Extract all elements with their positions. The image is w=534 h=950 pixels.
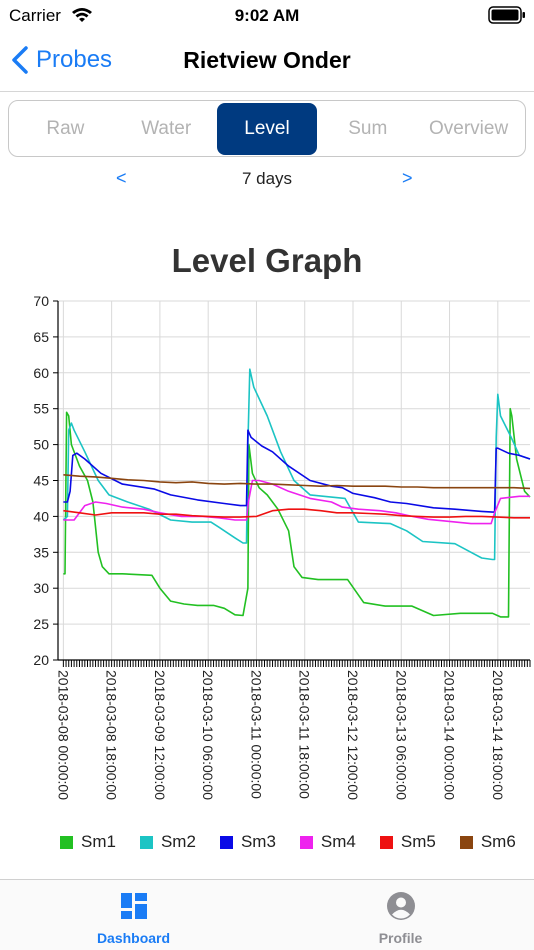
- tab-bar: Dashboard Profile: [0, 879, 534, 950]
- x-tick-label: 2018-03-14 18:00:00: [490, 670, 506, 800]
- x-tick-label: 2018-03-08 18:00:00: [104, 670, 120, 800]
- segment-sum[interactable]: Sum: [348, 117, 388, 139]
- y-tick-label: 20: [33, 652, 49, 668]
- segment-raw[interactable]: Raw: [46, 117, 85, 139]
- legend-item-sm5: Sm5: [379, 832, 436, 852]
- profile-icon: [386, 892, 415, 920]
- legend-swatch: [459, 835, 473, 849]
- status-time: 9:02 AM: [234, 6, 300, 25]
- y-tick-label: 65: [33, 329, 49, 345]
- series-line-sm6: [63, 474, 531, 490]
- navigation-bar: Probes Rietview Onder: [0, 32, 534, 92]
- legend-item-sm1: Sm1: [60, 832, 116, 852]
- carrier-label: Carrier: [9, 6, 61, 25]
- x-tick-label: 2018-03-12 12:00:00: [345, 670, 361, 800]
- legend-item-sm3: Sm3: [219, 832, 276, 852]
- series-line-sm2: [62, 368, 531, 561]
- x-tick-label: 2018-03-11 18:00:00: [297, 670, 313, 799]
- series-line-sm5: [63, 508, 530, 519]
- series-line-sm4: [63, 479, 530, 525]
- y-tick-label: 60: [33, 365, 49, 381]
- legend-label: Sm2: [160, 832, 196, 851]
- legend-item-sm4: Sm4: [299, 832, 356, 852]
- chart-title: Level Graph: [171, 242, 363, 279]
- range-label: 7 days: [241, 169, 293, 188]
- legend-item-sm6: Sm6: [459, 832, 516, 852]
- y-tick-label: 35: [33, 544, 49, 560]
- legend-label: Sm5: [400, 832, 436, 851]
- y-tick-label: 30: [33, 580, 49, 596]
- tab-dashboard-label: Dashboard: [96, 930, 171, 946]
- legend-label: Sm3: [240, 832, 276, 851]
- x-tick-label: 2018-03-09 12:00:00: [152, 670, 168, 800]
- y-tick-label: 45: [33, 473, 49, 489]
- legend-swatch: [60, 835, 73, 849]
- legend-label: Sm6: [480, 832, 516, 851]
- y-tick-label: 50: [33, 437, 49, 453]
- series-line-sm1: [63, 407, 531, 618]
- x-tick-label: 2018-03-10 06:00:00: [200, 670, 216, 800]
- legend-label: Sm4: [320, 832, 356, 851]
- previous-range-button[interactable]: <: [116, 168, 127, 188]
- level-line-chart: 20 25 30 35 40 45 50 55 60 65 70 2018-03-08 00:00:0…: [33, 293, 531, 800]
- y-tick-label: 55: [33, 401, 49, 417]
- status-bar: Carrier 9:02 AM: [0, 0, 534, 32]
- y-tick-label: 70: [33, 293, 49, 309]
- tab-profile-label: Profile: [378, 930, 423, 946]
- battery-icon: [488, 6, 525, 24]
- x-tick-label: 2018-03-11 00:00:00: [248, 670, 264, 799]
- y-tick-label: 25: [33, 616, 49, 632]
- tab-dashboard[interactable]: Dashboard: [0, 880, 267, 950]
- back-button[interactable]: Probes: [10, 42, 112, 78]
- y-tick-label: 40: [33, 508, 49, 524]
- next-range-button[interactable]: >: [402, 168, 413, 188]
- legend-swatch: [379, 835, 393, 849]
- view-segmented-control: Raw Water Level Sum Overview: [8, 100, 526, 157]
- x-tick-label: 2018-03-14 00:00:00: [442, 670, 458, 800]
- legend-swatch: [219, 835, 233, 849]
- chart-series: [62, 368, 531, 618]
- wifi-icon: [72, 8, 92, 22]
- dashboard-icon: [120, 893, 147, 919]
- legend-swatch: [139, 835, 153, 849]
- series-line-sm3: [63, 429, 531, 513]
- legend-item-sm2: Sm2: [139, 832, 196, 852]
- chart-legend: Sm1 Sm2 Sm3 Sm4 Sm5 Sm6: [60, 830, 534, 854]
- x-tick-label: 2018-03-13 06:00:00: [393, 670, 409, 800]
- legend-swatch: [299, 835, 313, 849]
- legend-label: Sm1: [81, 832, 116, 851]
- x-tick-label: 2018-03-08 00:00:00: [55, 670, 71, 800]
- segment-level[interactable]: Level: [216, 102, 318, 155]
- segment-water[interactable]: Water: [141, 117, 192, 139]
- date-range-selector: < 7 days >: [0, 168, 534, 194]
- chart-axes: 20 25 30 35 40 45 50 55 60 65 70 2018-03-08 00:00:0…: [33, 293, 531, 800]
- segment-overview[interactable]: Overview: [428, 117, 509, 139]
- page-title: Rietview Onder: [183, 47, 351, 73]
- chevron-left-icon: [12, 46, 28, 74]
- back-label: Probes: [36, 46, 113, 73]
- tab-profile[interactable]: Profile: [267, 880, 534, 950]
